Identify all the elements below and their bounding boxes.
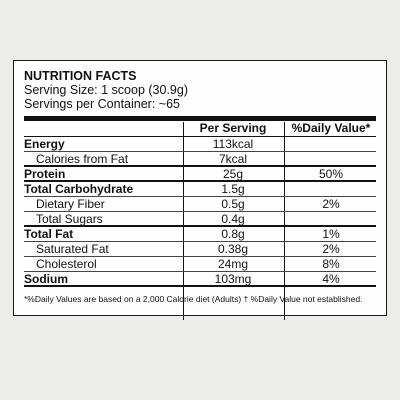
- nutrient-row: Energy 113kcal: [24, 137, 376, 152]
- nutrient-name: Cholesterol: [36, 257, 97, 271]
- nutrient-name: Sodium: [24, 272, 68, 286]
- nutrient-per-serving: 24mg: [217, 257, 249, 271]
- servings-per-container: Servings per Container: ~65: [24, 97, 180, 111]
- nutrient-row: Total Fat 0.8g 1%: [24, 227, 376, 242]
- nutrient-per-serving: 0.8g: [221, 227, 245, 241]
- nutrient-daily-value: 4%: [322, 272, 340, 286]
- nutrient-daily-value: 2%: [322, 242, 340, 256]
- nutrient-name: Saturated Fat: [36, 242, 109, 256]
- column-header-daily-value: %Daily Value*: [291, 121, 371, 135]
- nutrient-daily-value: 2%: [322, 197, 340, 211]
- nutrient-name: Energy: [24, 137, 65, 151]
- nutrient-row: Cholesterol 24mg 8%: [24, 257, 376, 272]
- column-separator: [284, 122, 285, 320]
- label-header: NUTRITION FACTS Serving Size: 1 scoop (3…: [24, 69, 188, 111]
- serving-size: Serving Size: 1 scoop (30.9g): [24, 83, 188, 97]
- nutrient-daily-value: 50%: [318, 167, 344, 181]
- nutrient-per-serving: 7kcal: [218, 152, 247, 166]
- nutrient-daily-value: 8%: [322, 257, 340, 271]
- header-divider: [24, 136, 376, 137]
- nutrient-row: Sodium 103mg 4%: [24, 272, 376, 287]
- nutrient-row: Total Sugars 0.4g: [24, 212, 376, 227]
- nutrient-name: Total Carbohydrate: [24, 182, 134, 196]
- nutrient-per-serving: 1.5g: [221, 182, 245, 196]
- nutrient-name: Total Sugars: [36, 212, 103, 226]
- nutrient-name: Dietary Fiber: [36, 197, 105, 211]
- nutrient-row: Protein 25g 50%: [24, 167, 376, 182]
- footnote: *%Daily Values are based on a 2,000 Calo…: [24, 294, 363, 304]
- nutrient-name: Protein: [24, 167, 66, 181]
- label-title: NUTRITION FACTS: [24, 69, 137, 83]
- nutrient-per-serving: 25g: [222, 167, 244, 181]
- nutrient-daily-value: 1%: [322, 227, 340, 241]
- nutrient-per-serving: 0.5g: [221, 197, 245, 211]
- nutrient-name: Total Fat: [24, 227, 74, 241]
- column-separator: [183, 122, 184, 320]
- nutrient-table: Energy 113kcal Calories from Fat 7kcal Prote…: [24, 137, 376, 287]
- nutrient-per-serving: 0.38g: [217, 242, 249, 256]
- nutrient-row: Calories from Fat 7kcal: [24, 152, 376, 167]
- nutrient-per-serving: 103mg: [214, 272, 252, 286]
- nutrient-per-serving: 0.4g: [221, 212, 245, 226]
- nutrient-name: Calories from Fat: [36, 152, 129, 166]
- nutrition-facts-label: NUTRITION FACTS Serving Size: 1 scoop (3…: [13, 60, 387, 320]
- nutrient-row: Saturated Fat 0.38g 2%: [24, 242, 376, 257]
- nutrient-row: Dietary Fiber 0.5g 2%: [24, 197, 376, 212]
- thick-divider: [24, 116, 376, 121]
- nutrient-per-serving: 113kcal: [212, 137, 254, 151]
- nutrient-row: Total Carbohydrate 1.5g: [24, 182, 376, 197]
- column-header-per-serving: Per Serving: [199, 121, 267, 135]
